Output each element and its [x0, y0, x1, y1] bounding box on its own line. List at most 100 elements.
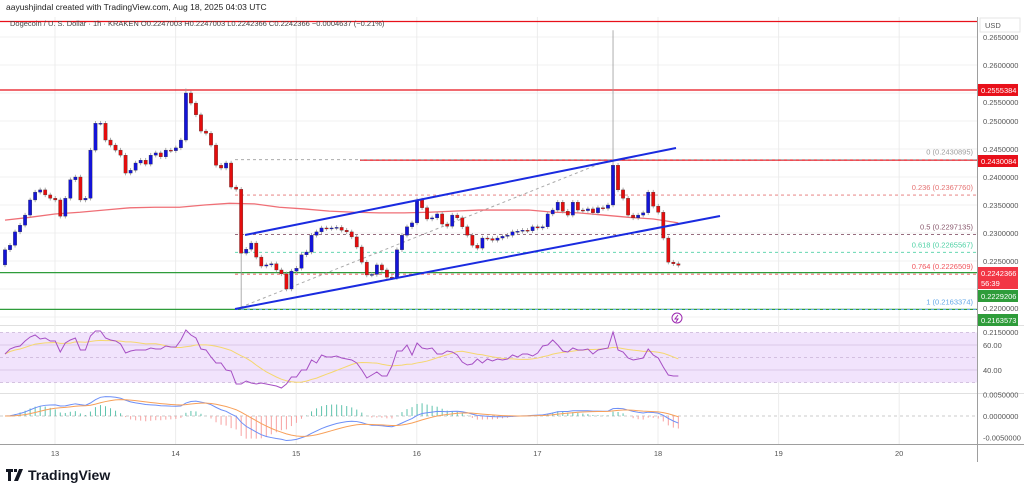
candle: [344, 227, 349, 235]
fib-level-label: 0.5 (0.2297135): [920, 223, 973, 232]
candle-body: [525, 230, 530, 232]
candle: [364, 259, 369, 278]
candle: [53, 196, 58, 203]
candle-body: [485, 237, 490, 240]
candle: [374, 262, 379, 277]
candle: [179, 137, 183, 151]
price-tick-label: 0.2550000: [983, 98, 1018, 107]
candle-body: [616, 165, 620, 191]
price-chart[interactable]: 13 14 15 16 17 18 19 20 USD 0 (0.2430895) 0.236 (0…: [0, 0, 1024, 462]
candle-body: [445, 223, 450, 227]
candle: [88, 147, 93, 201]
candle-body: [656, 205, 661, 213]
tradingview-logo[interactable]: TradingView: [6, 467, 110, 483]
time-tick-label: 15: [292, 449, 300, 458]
macd-signal-line: [4, 399, 679, 437]
candle: [495, 235, 500, 243]
candle: [530, 224, 535, 233]
candle-body: [601, 207, 605, 209]
candle: [570, 199, 575, 218]
candle: [475, 243, 480, 251]
candle: [601, 205, 605, 211]
rsi-tick-label: 40.00: [983, 366, 1002, 375]
candle-body: [374, 264, 379, 275]
candle-body: [611, 165, 615, 206]
candle: [38, 187, 43, 195]
candle: [209, 131, 213, 148]
time-tick-label: 13: [51, 449, 59, 458]
candle: [380, 262, 384, 273]
fib-trend-line: [234, 159, 611, 310]
candle: [626, 196, 630, 218]
candle-body: [626, 198, 630, 216]
candle-body: [284, 273, 289, 290]
candle: [395, 247, 399, 281]
candle: [199, 112, 203, 134]
candle: [656, 203, 661, 215]
candle-body: [173, 147, 178, 151]
candle: [651, 189, 656, 209]
candle: [83, 196, 88, 203]
candle: [153, 150, 158, 158]
candle-body: [244, 249, 249, 254]
candle-body: [425, 207, 429, 220]
currency-box: [979, 17, 1021, 33]
candle-body: [415, 199, 419, 224]
candle-body: [309, 235, 314, 253]
candle-body: [78, 176, 83, 201]
candle: [184, 88, 188, 143]
candle-body: [581, 209, 585, 212]
candle-body: [194, 102, 198, 115]
candle-body: [555, 202, 560, 211]
candle-body: [68, 179, 73, 199]
candle: [676, 261, 681, 268]
candle: [520, 227, 525, 234]
candle-body: [621, 189, 625, 199]
candle-body: [138, 160, 143, 164]
price-tick-label: 0.2450000: [983, 145, 1018, 154]
candle: [359, 244, 364, 265]
candle: [455, 212, 460, 221]
candle: [586, 206, 590, 213]
price-tick-label: 0.2350000: [983, 201, 1018, 210]
candle: [540, 224, 545, 231]
candle: [430, 215, 434, 222]
candle-body: [189, 92, 193, 104]
candle-body: [73, 176, 78, 180]
candle: [244, 247, 249, 256]
candle-body: [103, 123, 108, 141]
candle-body: [636, 214, 641, 219]
candle-body: [214, 144, 218, 166]
time-tick-label: 17: [533, 449, 541, 458]
last-price-badge-text: 0.2242366: [981, 269, 1016, 278]
candle: [239, 187, 244, 310]
candle: [309, 233, 314, 255]
candle: [666, 235, 671, 265]
candle-body: [475, 245, 480, 249]
candle: [671, 259, 676, 267]
price-tick-label: 0.2300000: [983, 229, 1018, 238]
level-badge: [978, 83, 1018, 96]
candle: [43, 187, 48, 198]
candle-body: [179, 139, 183, 149]
candle-body: [209, 133, 213, 146]
candle-body: [470, 235, 475, 246]
candle: [98, 121, 103, 126]
candle-body: [631, 214, 635, 219]
fib-level-label: 0.236 (0.2367760): [912, 183, 974, 192]
candle-body: [264, 264, 269, 267]
candle-body: [364, 261, 369, 276]
candle: [23, 212, 27, 228]
candle: [591, 206, 595, 216]
level-badge-text: 0.2229206: [981, 292, 1016, 301]
candle: [28, 197, 32, 218]
candle: [108, 137, 113, 148]
candle-body: [410, 222, 414, 227]
candle: [500, 234, 505, 241]
candle: [606, 202, 610, 211]
candle-body: [113, 144, 118, 151]
candle: [224, 160, 228, 171]
candle-body: [83, 198, 88, 201]
price-tick-label: 0.2600000: [983, 61, 1018, 70]
candle-body: [369, 274, 374, 276]
